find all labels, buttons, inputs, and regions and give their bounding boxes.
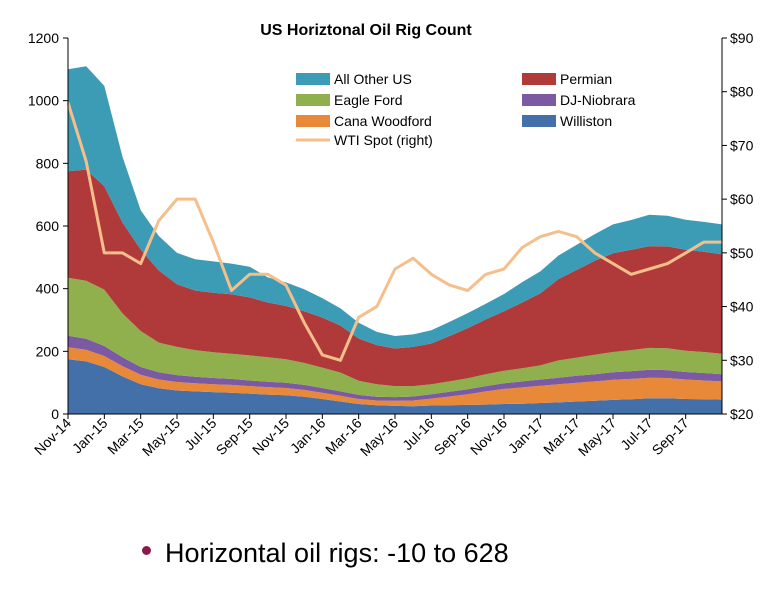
x-tick-label: May-17 [575, 415, 619, 459]
legend-label-permian: Permian [560, 71, 612, 87]
x-tick-label: Sep-15 [213, 415, 256, 458]
right-tick-label: $60 [730, 191, 754, 207]
right-tick-label: $50 [730, 245, 754, 261]
x-tick-label: Sep-16 [431, 415, 474, 458]
summary-text: Horizontal oil rigs: -10 to 628 [165, 538, 509, 568]
x-tick-label: Jan-15 [69, 415, 111, 457]
stacked-areas [68, 66, 722, 414]
area-williston [68, 359, 722, 414]
legend-swatch-dj-niobrara [522, 94, 556, 106]
x-tick-label: Sep-17 [649, 415, 692, 458]
legend-swatch-cana-woodford [296, 115, 330, 127]
x-ticks: Nov-14Jan-15Mar-15May-15Jul-15Sep-15Nov-… [31, 414, 692, 459]
chart-title: US Horiztonal Oil Rig Count [260, 22, 472, 39]
left-tick-label: 1000 [28, 93, 59, 109]
rig-count-chart: US Horiztonal Oil Rig Count 0 200 400 600 80… [28, 22, 754, 459]
x-tick-label: May-16 [357, 415, 401, 459]
legend: All Other US Permian Eagle Ford DJ-Niobrara… [296, 71, 636, 148]
right-tick-label: $90 [730, 30, 754, 46]
left-tick-label: 400 [36, 281, 60, 297]
left-tick-label: 1200 [28, 30, 59, 46]
left-tick-label: 800 [36, 155, 60, 171]
x-tick-label: Mar-17 [540, 415, 583, 458]
legend-label-eagle-ford: Eagle Ford [334, 92, 402, 108]
wti-spot-line [66, 102, 722, 362]
x-tick-label: May-15 [139, 415, 183, 459]
x-tick-label: Jan-17 [505, 415, 547, 457]
right-tick-label: $40 [730, 299, 754, 315]
left-ticks: 0 200 400 600 800 1000 1200 [28, 30, 68, 422]
area-cana-woodford [68, 347, 722, 407]
area-all-other-us [68, 66, 722, 349]
summary-bullet: Horizontal oil rigs: -10 to 628 [142, 538, 509, 569]
x-tick-label: Mar-15 [104, 415, 147, 458]
bullet-dot-icon [142, 546, 151, 556]
x-tick-label: Jan-16 [287, 415, 329, 457]
legend-label-dj-niobrara: DJ-Niobrara [560, 92, 636, 108]
left-tick-label: 200 [36, 343, 60, 359]
legend-label-all-other-us: All Other US [334, 71, 412, 87]
legend-label-wti: WTI Spot (right) [334, 132, 433, 148]
x-tick-label: Nov-15 [249, 415, 292, 458]
right-tick-label: $30 [730, 352, 754, 368]
legend-swatch-all-other-us [296, 73, 330, 85]
x-tick-label: Mar-16 [322, 415, 365, 458]
legend-swatch-eagle-ford [296, 94, 330, 106]
right-tick-label: $70 [730, 137, 754, 153]
x-tick-label: Nov-16 [467, 415, 510, 458]
area-permian [68, 169, 722, 387]
right-tick-label: $20 [730, 406, 754, 422]
legend-swatch-permian [522, 73, 556, 85]
area-eagle-ford [68, 277, 722, 398]
right-tick-label: $80 [730, 84, 754, 100]
wti-line-group [66, 102, 722, 362]
area-dj-niobrara [68, 335, 722, 401]
legend-swatch-williston [522, 115, 556, 127]
left-tick-label: 0 [51, 406, 59, 422]
legend-label-cana-woodford: Cana Woodford [334, 113, 432, 129]
left-tick-label: 600 [36, 218, 60, 234]
legend-label-williston: Williston [560, 113, 612, 129]
right-ticks: $20 $30 $40 $50 $60 $70 $80 $90 [722, 30, 754, 422]
